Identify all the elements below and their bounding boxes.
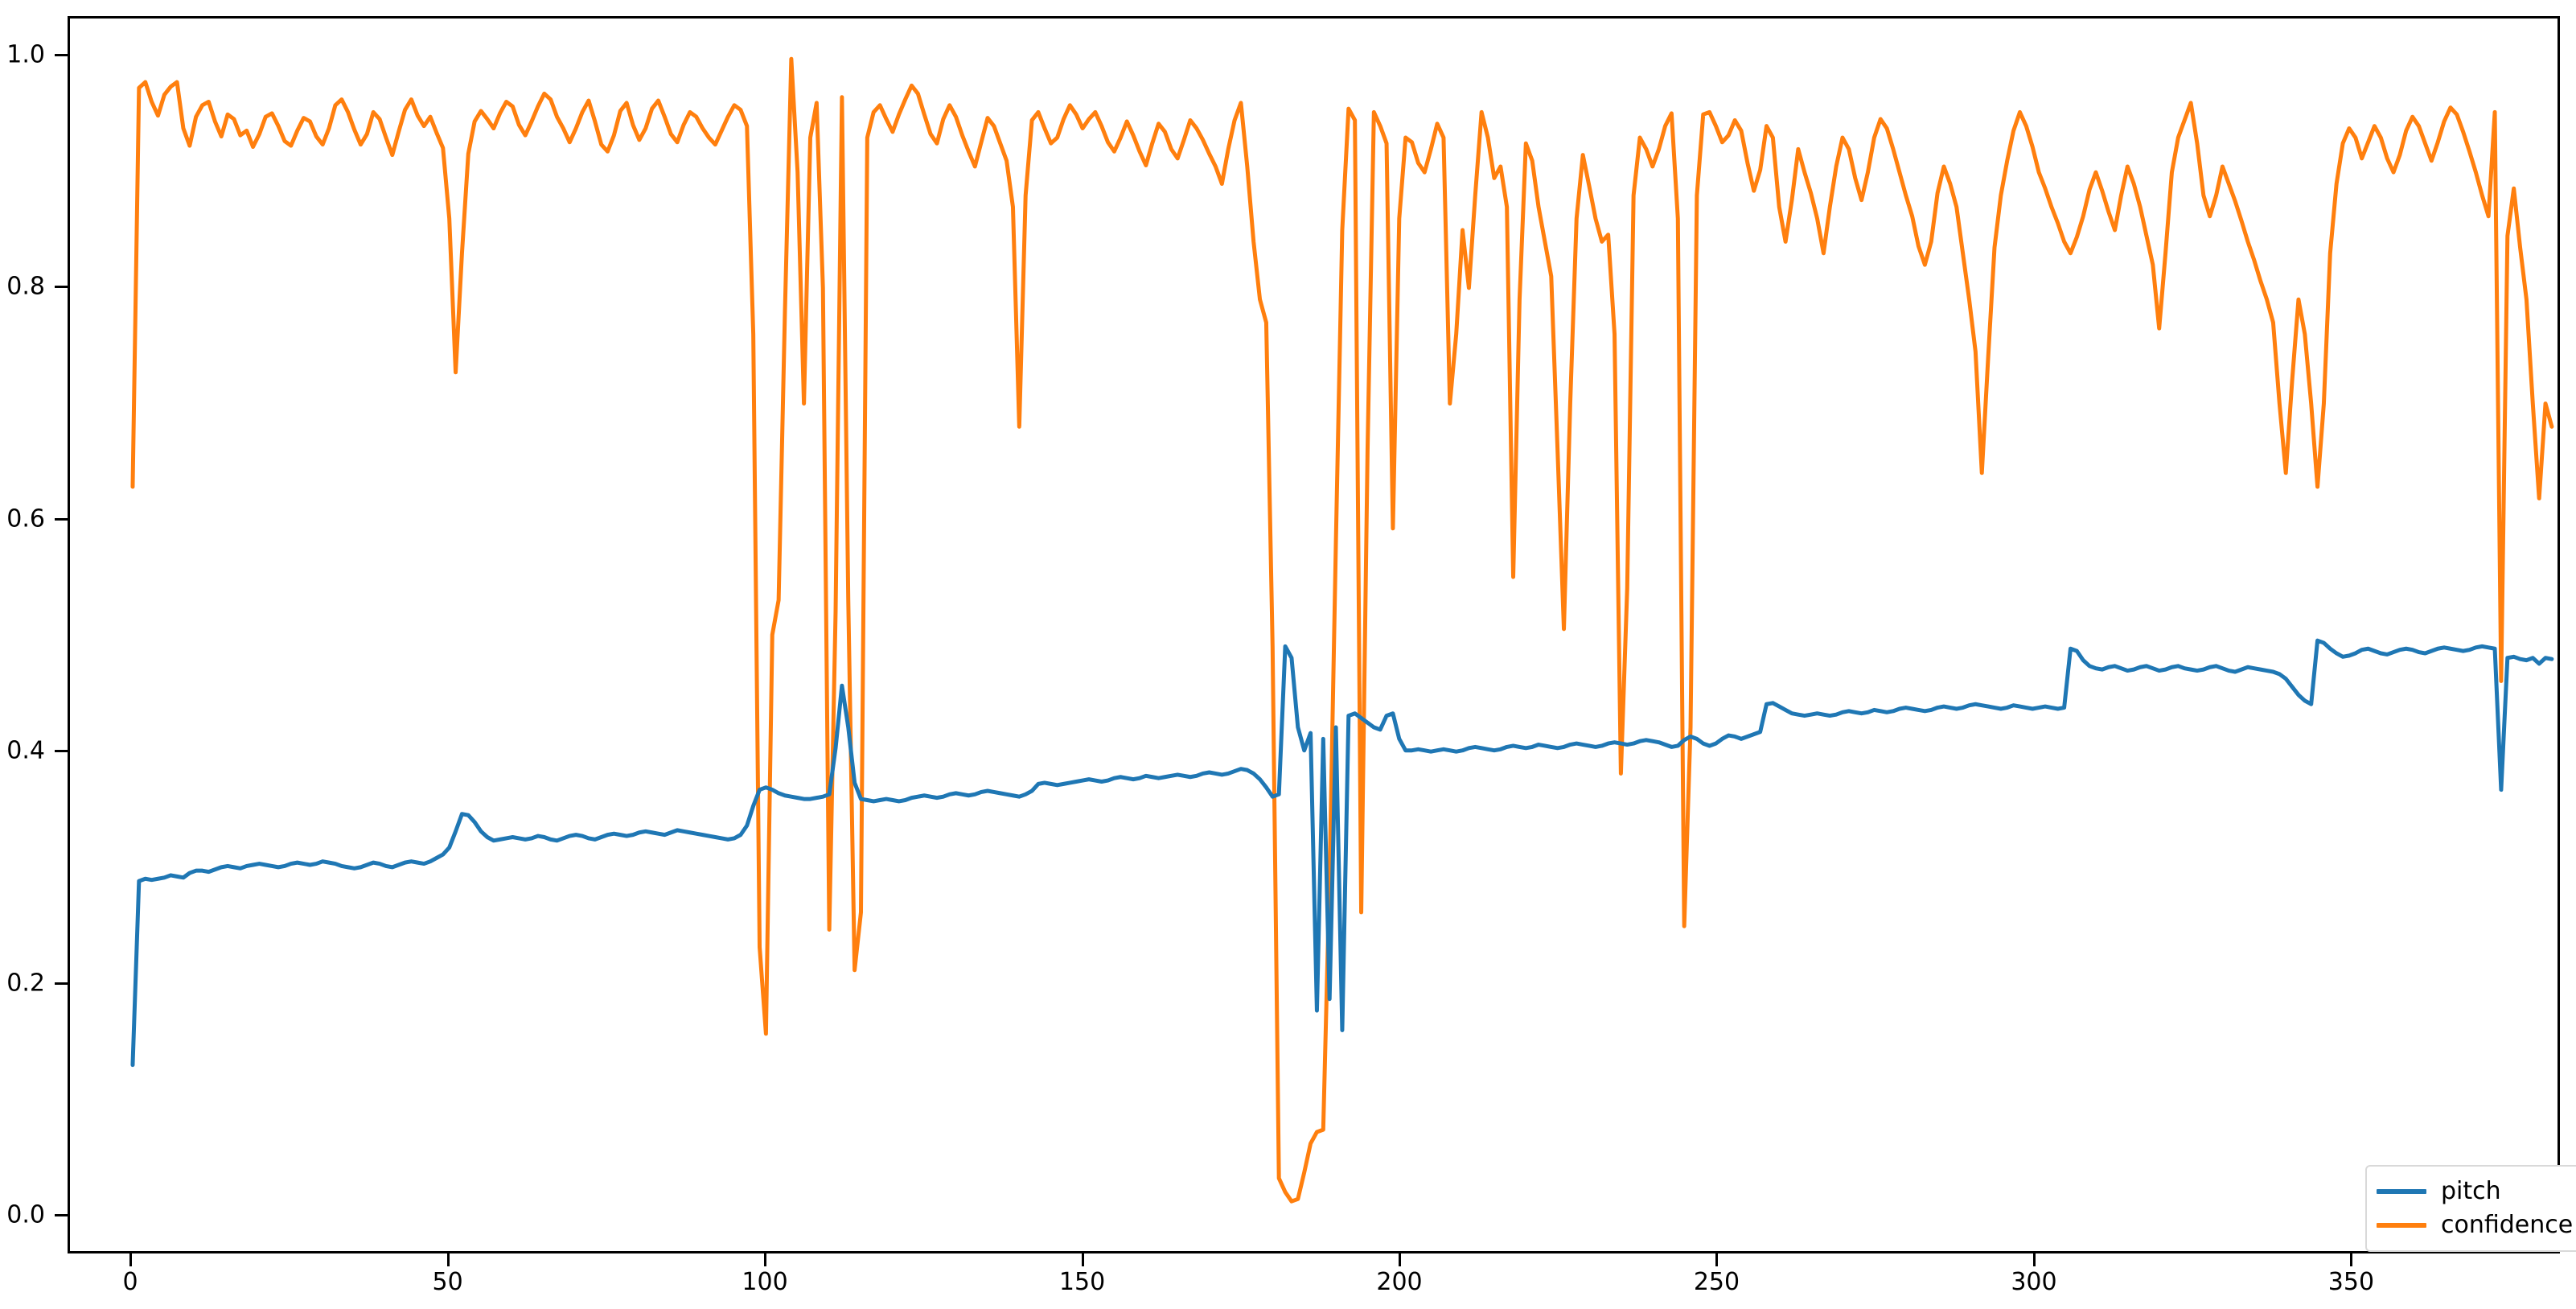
plot-axes	[68, 16, 2560, 1253]
x-tick-mark	[129, 1253, 133, 1266]
y-tick-mark	[55, 982, 68, 985]
y-tick-label: 1.0	[6, 40, 45, 69]
y-tick-label: 0.4	[6, 736, 45, 765]
line-pitch	[133, 640, 2552, 1064]
y-tick-label: 0.0	[6, 1200, 45, 1229]
legend-swatch-pitch	[2377, 1189, 2426, 1194]
y-tick-mark	[55, 286, 68, 289]
x-tick-label: 300	[2011, 1268, 2057, 1296]
x-tick-label: 150	[1058, 1268, 1106, 1296]
legend-label-pitch: pitch	[2441, 1177, 2501, 1205]
y-tick-mark	[55, 517, 68, 521]
x-tick-mark	[2032, 1253, 2036, 1266]
x-tick-mark	[1081, 1253, 1084, 1266]
line-confidence	[133, 59, 2552, 1201]
legend-box[interactable]: pitch confidence	[2365, 1165, 2576, 1252]
x-tick-label: 0	[122, 1268, 138, 1296]
plot-lines-svg	[70, 19, 2558, 1251]
x-tick-mark	[1399, 1253, 1401, 1266]
legend-item-pitch[interactable]: pitch	[2377, 1175, 2573, 1208]
legend-item-confidence[interactable]: confidence	[2377, 1208, 2573, 1242]
y-tick-label: 0.2	[6, 969, 45, 998]
x-tick-label: 250	[1693, 1268, 1740, 1296]
x-tick-label: 50	[432, 1268, 463, 1296]
y-tick-mark	[55, 53, 68, 56]
y-tick-label: 0.8	[6, 272, 45, 301]
y-tick-label: 0.6	[6, 504, 45, 533]
x-tick-label: 350	[2327, 1268, 2375, 1296]
x-tick-mark	[2350, 1253, 2353, 1266]
y-tick-mark	[55, 1214, 68, 1217]
x-tick-mark	[1715, 1253, 1719, 1266]
x-tick-mark	[446, 1253, 450, 1266]
y-tick-mark	[55, 750, 68, 753]
x-tick-label: 100	[742, 1268, 788, 1296]
legend-swatch-confidence	[2377, 1223, 2426, 1228]
x-tick-mark	[764, 1253, 767, 1266]
legend-label-confidence: confidence	[2441, 1211, 2574, 1239]
x-tick-label: 200	[1376, 1268, 1423, 1296]
